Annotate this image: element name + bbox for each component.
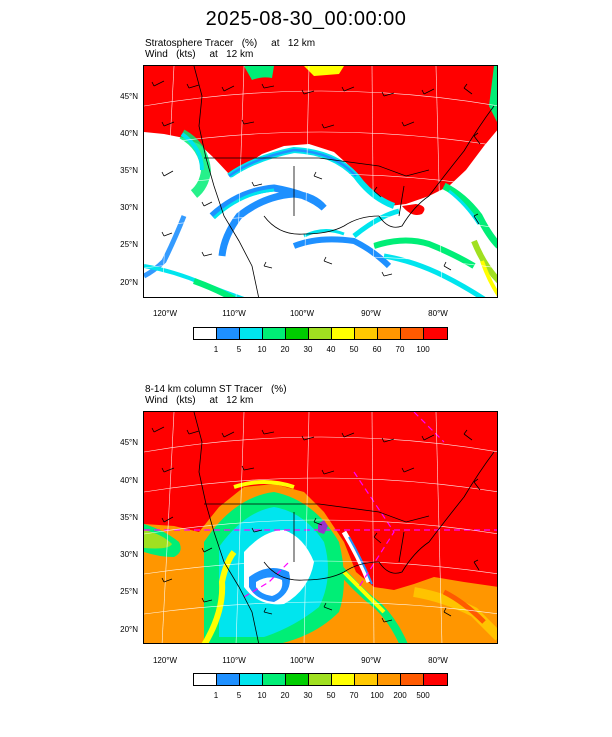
panel-title-line1: Stratosphere Tracer (%) at 12 km <box>145 38 316 49</box>
lon-label: 120°W <box>152 656 178 665</box>
lat-label: 30°N <box>120 550 138 559</box>
colorbar-label: 1 <box>213 345 219 354</box>
lon-label: 100°W <box>289 309 315 318</box>
colorbar-label: 100 <box>416 345 430 354</box>
colorbar-label: 30 <box>303 345 313 354</box>
colorbar-box <box>286 328 309 339</box>
colorbar-box <box>194 328 217 339</box>
colorbar-label: 5 <box>236 345 242 354</box>
lon-label: 120°W <box>152 309 178 318</box>
colorbar-box <box>424 328 447 339</box>
colorbar-label: 5 <box>236 691 242 700</box>
colorbar-box <box>378 328 401 339</box>
colorbar-label: 50 <box>349 345 359 354</box>
colorbar-label: 500 <box>416 691 430 700</box>
colorbar-box <box>263 674 286 685</box>
colorbar-box <box>401 328 424 339</box>
colorbar-box <box>424 674 447 685</box>
colorbar-box <box>240 674 263 685</box>
lat-label: 45°N <box>120 92 138 101</box>
lat-label: 20°N <box>120 278 138 287</box>
colorbar-label: 20 <box>280 691 290 700</box>
lat-label: 40°N <box>120 129 138 138</box>
colorbar-label: 30 <box>303 691 313 700</box>
colorbar-label: 200 <box>393 691 407 700</box>
panel-title-line1: 8-14 km column ST Tracer (%) <box>145 384 287 395</box>
colorbar-box <box>355 328 378 339</box>
lat-label: 20°N <box>120 625 138 634</box>
colorbar-box <box>309 328 332 339</box>
colorbar-label: 60 <box>372 345 382 354</box>
lat-label: 40°N <box>120 476 138 485</box>
colorbar-box <box>194 674 217 685</box>
lon-label: 90°W <box>361 656 381 665</box>
colorbar-label: 50 <box>326 691 336 700</box>
map-plot-area <box>143 65 498 298</box>
panel-title-line2: Wind (kts) at 12 km <box>145 49 254 60</box>
colorbar-box <box>355 674 378 685</box>
lat-label: 25°N <box>120 240 138 249</box>
colorbar-box <box>309 674 332 685</box>
tracer-field <box>144 412 497 643</box>
colorbar-box <box>332 674 355 685</box>
colorbar-box <box>401 674 424 685</box>
colorbar-box <box>263 328 286 339</box>
lon-label: 90°W <box>361 309 381 318</box>
colorbar <box>193 673 448 686</box>
lon-label: 110°W <box>222 309 246 318</box>
lat-label: 25°N <box>120 587 138 596</box>
lon-label: 80°W <box>428 309 448 318</box>
colorbar-label: 100 <box>370 691 384 700</box>
colorbar-box <box>240 328 263 339</box>
colorbar-label: 40 <box>326 345 336 354</box>
lon-label: 100°W <box>289 656 315 665</box>
panel-title-line2: Wind (kts) at 12 km <box>145 395 254 406</box>
colorbar-label: 70 <box>395 345 405 354</box>
lat-label: 35°N <box>120 513 138 522</box>
lon-label: 110°W <box>222 656 246 665</box>
colorbar-label: 70 <box>349 691 359 700</box>
colorbar-box <box>217 674 240 685</box>
map-plot-area <box>143 411 498 644</box>
colorbar-label: 10 <box>257 691 267 700</box>
colorbar-box <box>332 328 355 339</box>
colorbar-box <box>217 328 240 339</box>
colorbar-label: 1 <box>213 691 219 700</box>
lon-label: 80°W <box>428 656 448 665</box>
tracer-field <box>144 66 497 297</box>
colorbar-box <box>286 674 309 685</box>
colorbar-label: 20 <box>280 345 290 354</box>
lat-label: 30°N <box>120 203 138 212</box>
lat-label: 35°N <box>120 166 138 175</box>
colorbar-box <box>378 674 401 685</box>
colorbar <box>193 327 448 340</box>
colorbar-label: 10 <box>257 345 267 354</box>
map-title: 2025-08-30_00:00:00 <box>205 8 407 30</box>
lat-label: 45°N <box>120 438 138 447</box>
